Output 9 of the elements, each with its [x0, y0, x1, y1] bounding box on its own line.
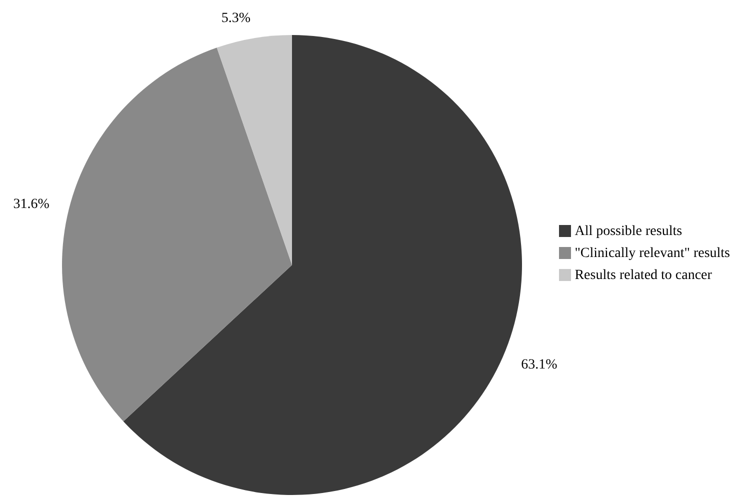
legend-label: Results related to cancer [574, 268, 712, 282]
data-label: 31.6% [13, 196, 50, 212]
data-label: 5.3% [221, 10, 251, 26]
pie-slice [216, 35, 292, 265]
pie-slice [62, 48, 292, 422]
legend-label: All possible results [574, 224, 682, 238]
data-label: 63.1% [521, 358, 558, 373]
pie-slice [123, 35, 522, 495]
legend-label: "Clinically relevant" results [574, 246, 730, 260]
